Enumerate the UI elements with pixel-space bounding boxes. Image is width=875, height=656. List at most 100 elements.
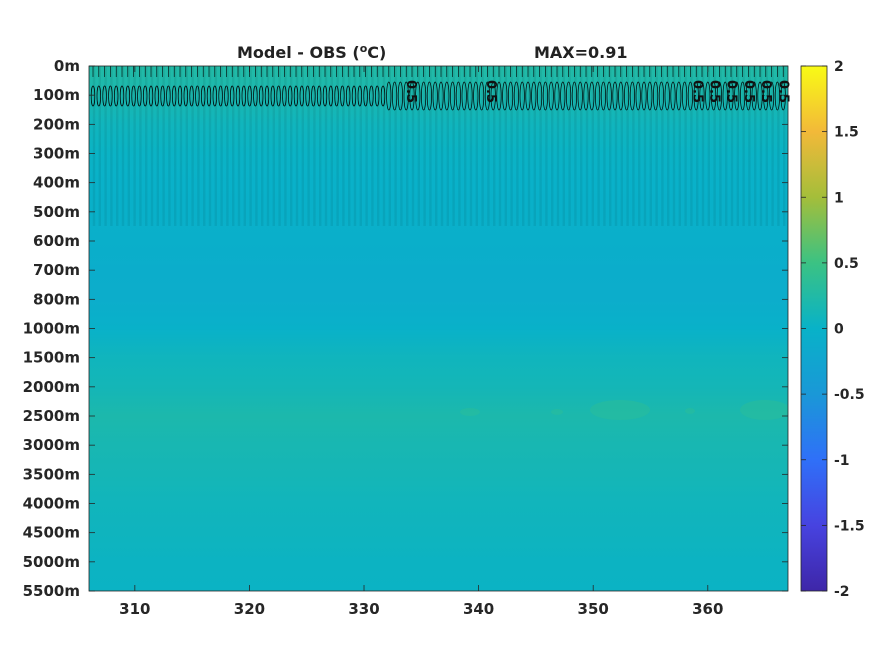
contour-line <box>397 81 403 111</box>
contour-line <box>502 81 508 111</box>
contour-line <box>357 85 362 107</box>
contour-line <box>531 81 537 111</box>
contour-line <box>670 81 676 111</box>
colorbar-ticks: 2 1.5 1 0.5 0 -0.5 -1 -1.5 -2 <box>801 59 865 600</box>
contour-label: 0.5 <box>483 80 498 103</box>
contour-line <box>496 81 502 111</box>
contour-line <box>189 85 194 107</box>
contour-line <box>612 81 618 111</box>
contour-line <box>664 81 670 111</box>
contour-line <box>218 85 223 107</box>
warm-patch <box>551 409 563 415</box>
contour-line <box>658 81 664 111</box>
x-tick-label: 360 <box>692 600 723 618</box>
y-tick-label: 300m <box>33 145 80 163</box>
colorbar-tick-label: -1.5 <box>834 518 865 534</box>
contour-line <box>769 81 775 111</box>
contour-line <box>172 85 177 107</box>
contour-line <box>415 81 421 111</box>
contour-label: 0.5 <box>689 80 704 103</box>
plot-area <box>89 66 788 591</box>
contour-line <box>288 85 293 107</box>
contour-line <box>96 85 101 107</box>
warm-patches <box>460 400 788 420</box>
contour-line <box>201 85 206 107</box>
y-tick-label: 5500m <box>23 582 80 600</box>
colorbar-tick-label: 2 <box>834 59 844 75</box>
colorbar-tick-label: 0 <box>834 322 844 338</box>
contour-line <box>618 81 624 111</box>
x-tick-label: 310 <box>119 600 150 618</box>
y-tick-label: 4000m <box>23 495 80 513</box>
contour-line <box>108 85 113 107</box>
contour-line <box>137 85 142 107</box>
contour-line <box>114 85 119 107</box>
contour-line <box>757 81 763 111</box>
contour-line <box>751 81 757 111</box>
contour-line <box>340 85 345 107</box>
contour-line <box>154 85 159 107</box>
contour-line <box>705 81 711 111</box>
contour-line <box>90 85 96 107</box>
contour-line <box>264 85 270 107</box>
x-axis: 310 320 330 340 350 360 <box>119 66 723 618</box>
contour-line <box>369 85 374 107</box>
contour-line <box>606 81 612 111</box>
contour-line <box>537 81 543 111</box>
contour-line <box>363 85 368 107</box>
contour-line <box>722 81 728 111</box>
contour-line <box>421 81 427 111</box>
contour-label: 0.5 <box>758 80 773 103</box>
contour-line <box>560 81 566 111</box>
max-value-label: MAX=0.91 <box>534 43 628 62</box>
contour-line <box>600 81 606 111</box>
contour-label: 0.5 <box>403 80 418 103</box>
contour-line <box>328 85 333 107</box>
contour-line <box>322 85 328 107</box>
contour-line <box>629 81 635 111</box>
contour-line <box>455 81 461 111</box>
contour-line <box>351 85 357 107</box>
contour-line <box>682 81 688 111</box>
contour-line <box>554 81 560 111</box>
contour-line <box>160 85 165 107</box>
contour-line <box>276 85 281 107</box>
contour-line <box>282 85 287 107</box>
warm-patch <box>685 408 695 414</box>
contour-line <box>444 81 450 111</box>
contour-line <box>525 81 531 111</box>
y-tick-label: 100m <box>33 86 80 104</box>
contour-line <box>519 81 525 111</box>
y-tick-label: 2500m <box>23 407 80 425</box>
contour-line <box>293 85 299 107</box>
contour-line <box>177 85 183 107</box>
contour-line <box>119 85 125 107</box>
contour-line <box>230 85 235 107</box>
contour-line <box>426 81 432 111</box>
contour-line <box>641 81 647 111</box>
contour-line <box>508 81 514 111</box>
contour-line <box>571 81 577 111</box>
contour-line <box>386 81 392 111</box>
contour-line <box>375 85 380 107</box>
contour-line <box>774 81 780 111</box>
contour-line <box>461 81 467 111</box>
contour-label: 0.5 <box>775 80 790 103</box>
y-tick-label: 500m <box>33 203 80 221</box>
contour-line <box>711 81 717 111</box>
y-tick-label: 200m <box>33 115 80 133</box>
y-tick-label: 800m <box>33 290 80 308</box>
y-tick-label: 0m <box>54 57 80 75</box>
contour-line <box>699 81 705 111</box>
contour-line <box>253 85 258 107</box>
contour-label: 0.5 <box>741 80 756 103</box>
y-tick-label: 600m <box>33 232 80 250</box>
contour-line <box>432 81 438 111</box>
warm-patch <box>740 400 788 420</box>
x-tick-label: 350 <box>578 600 609 618</box>
contour-line <box>131 85 136 107</box>
contour-line <box>102 85 107 107</box>
contour-line <box>125 85 130 107</box>
contour-line <box>148 85 154 107</box>
